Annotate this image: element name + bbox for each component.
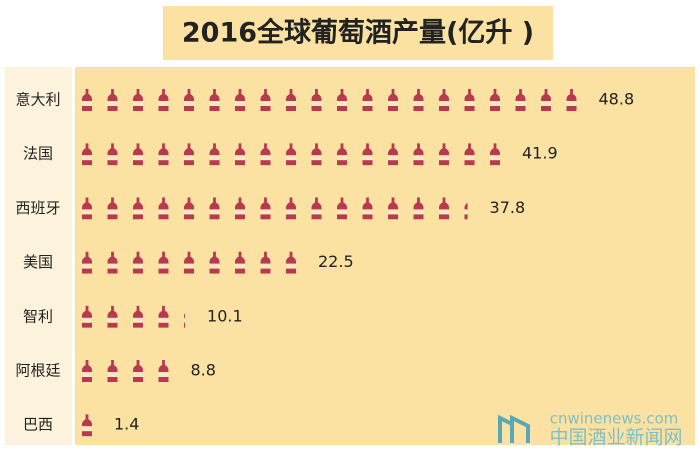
plot-area [75,67,695,445]
value-label: 37.8 [490,198,526,217]
value-label: 1.4 [114,415,139,434]
category-label: 法国 [23,145,53,163]
watermark-url: cnwinenews.com [550,410,679,428]
category-label: 西班牙 [15,199,60,217]
title-box [163,6,553,60]
category-label: 意大利 [15,91,60,109]
watermark-name: 中国酒业新闻网 [549,427,682,449]
category-label: 阿根廷 [15,362,60,380]
label-column [5,67,72,445]
category-label: 智利 [23,307,53,325]
value-label: 8.8 [191,361,216,380]
category-label: 巴西 [23,416,53,434]
chart-title: 2016全球葡萄酒产量(亿升 ) [182,17,534,49]
value-label: 10.1 [207,306,243,325]
watermark: cnwinenews.com 中国酒业新闻网 [498,410,683,449]
value-label: 48.8 [599,90,635,109]
value-label: 22.5 [318,252,354,271]
category-label: 美国 [23,253,53,271]
value-label: 41.9 [522,144,558,163]
watermark-logo [498,414,530,443]
